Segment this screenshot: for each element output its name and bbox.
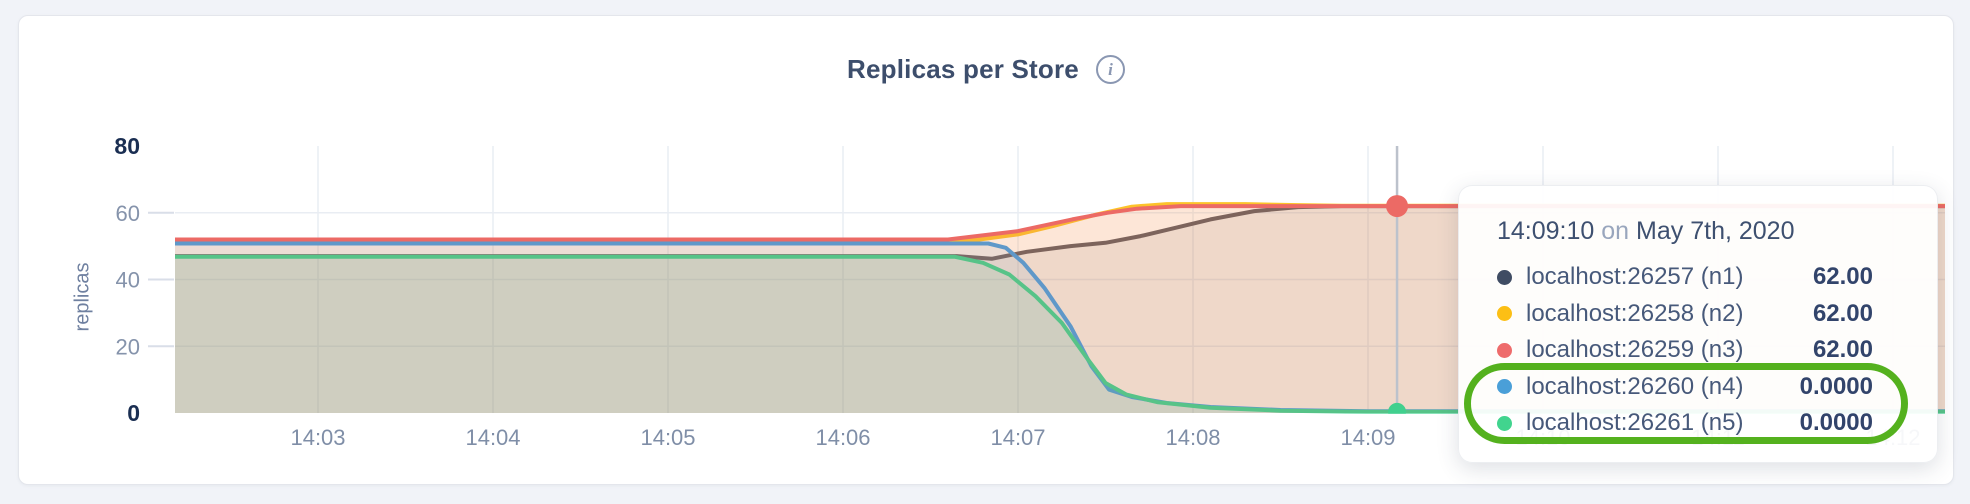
tooltip-time: 14:09:10 [1497,217,1595,245]
tooltip-title: 14:09:10 on May 7th, 2020 [1497,216,1873,246]
series-color-dot [1497,342,1512,358]
x-tick-label: 14:07 [990,425,1045,450]
y-tick-label: 80 [114,133,140,159]
tooltip-row: localhost:26260 (n4) 0.0000 [1497,369,1873,406]
tooltip-conjunction: on [1601,217,1630,245]
y-tick-label: 0 [127,400,140,426]
series-fill-n5 [175,256,1945,413]
series-label: localhost:26259 (n3) [1526,336,1744,364]
series-line-n3 [175,204,1945,242]
series-color-dot [1497,379,1512,395]
hover-dot-n3 [1386,195,1409,218]
x-tick-label: 14:06 [815,425,870,450]
x-tick-label: 14:04 [465,425,520,450]
series-label: localhost:26260 (n4) [1526,372,1744,400]
series-label: localhost:26258 (n2) [1526,299,1744,327]
series-value: 62.00 [1812,263,1873,291]
tooltip-row: localhost:26258 (n2) 62.00 [1497,296,1873,333]
info-icon[interactable]: i [1095,55,1125,84]
y-tick-label: 60 [116,201,140,226]
chart-header: Replicas per Store i [19,54,1953,85]
tooltip-row: localhost:26261 (n5) 0.0000 [1497,405,1873,442]
tooltip-row: localhost:26257 (n1) 62.00 [1497,259,1873,296]
tooltip-date: May 7th, 2020 [1636,217,1795,245]
series-fill-n4 [175,243,1945,413]
series-line-n5 [175,254,1945,414]
series-color-dot [1497,269,1512,285]
tooltip-rows: localhost:26257 (n1) 62.00 localhost:26258… [1497,259,1873,442]
series-value: 62.00 [1812,299,1873,327]
x-tick-label: 14:05 [640,425,695,450]
y-tick-label: 40 [116,268,140,293]
series-value: 0.0000 [1799,409,1873,437]
series-value: 62.00 [1812,336,1873,364]
x-tick-label: 14:03 [290,425,345,450]
x-tick-label: 14:08 [1165,425,1220,450]
x-tick-label: 14:09 [1340,425,1395,450]
series-value: 0.0000 [1799,372,1873,400]
tooltip-row: localhost:26259 (n3) 62.00 [1497,332,1873,369]
y-tick-label: 20 [116,334,140,359]
hover-tooltip: 14:09:10 on May 7th, 2020 localhost:2625… [1458,185,1938,463]
hover-dot-n5 [1388,402,1407,414]
series-color-dot [1497,415,1512,431]
series-label: localhost:26261 (n5) [1526,409,1744,437]
chart-title: Replicas per Store [847,54,1079,84]
series-label: localhost:26257 (n1) [1526,263,1744,291]
series-color-dot [1497,306,1512,322]
